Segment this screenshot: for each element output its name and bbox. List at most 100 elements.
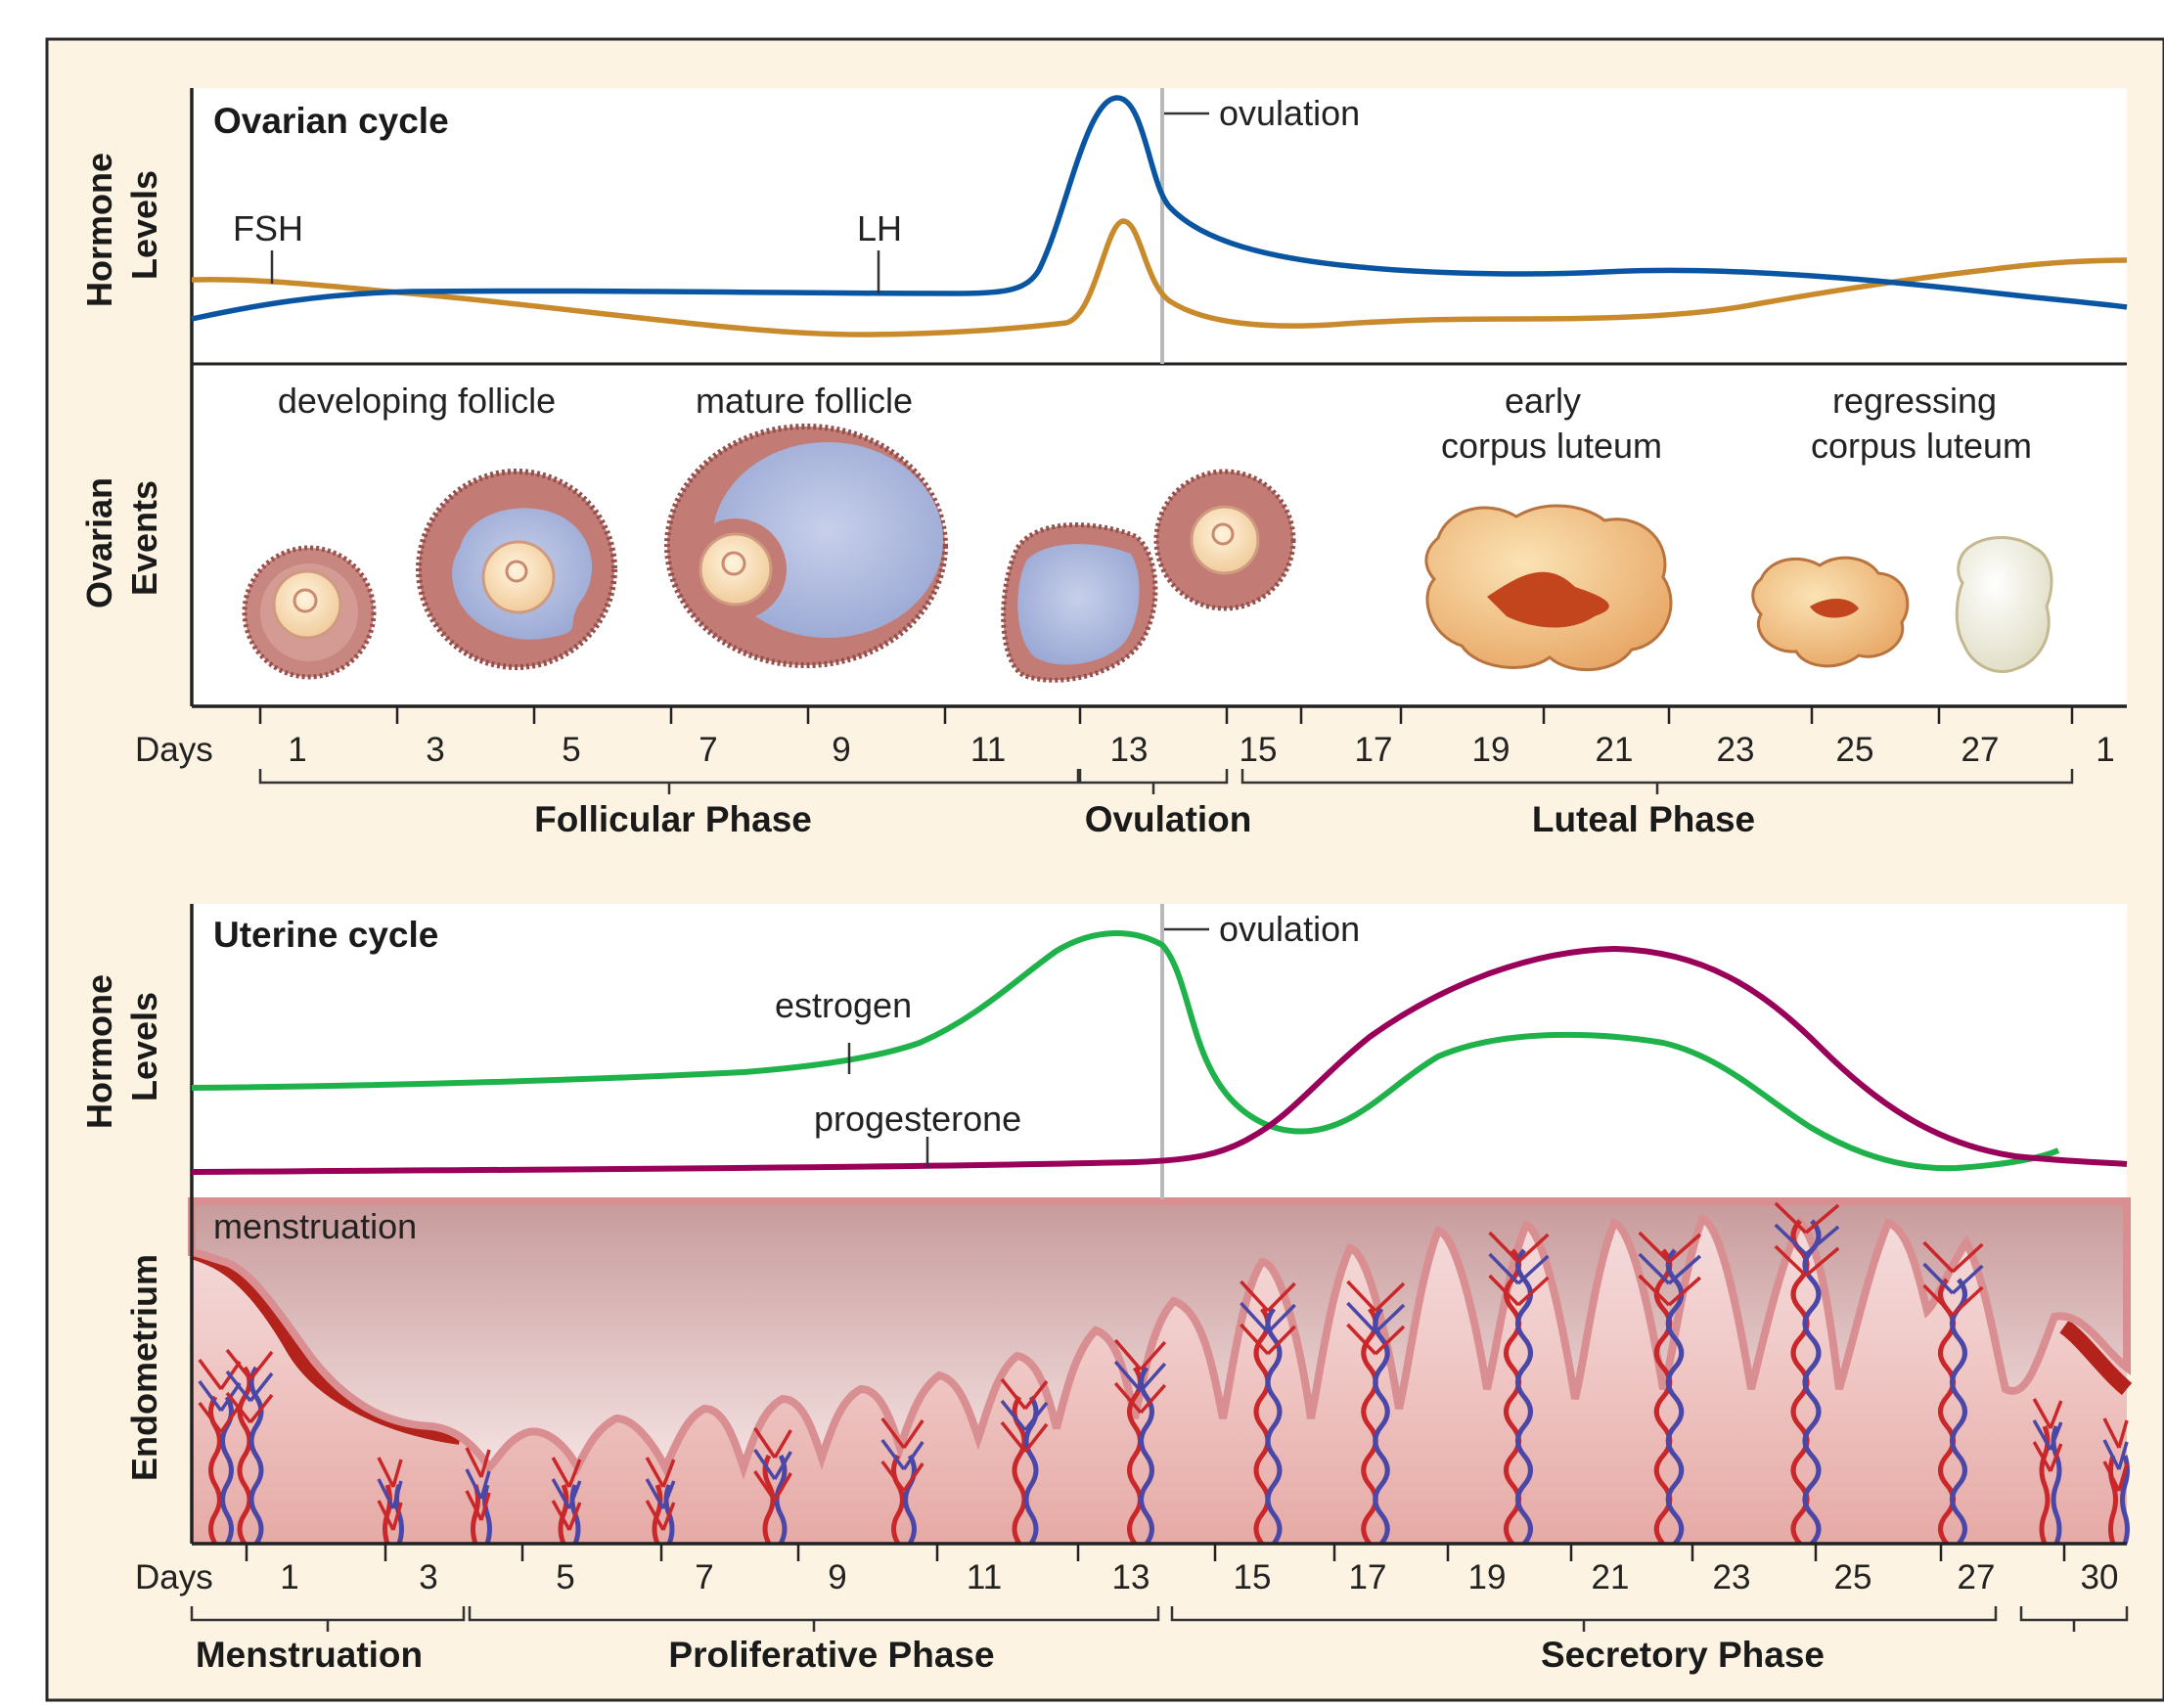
vein-12	[1515, 1248, 1533, 1546]
lh-curve	[191, 95, 2128, 322]
vessel-branch-8-1	[1000, 1399, 1049, 1432]
uterine-day-label-4: 9	[828, 1558, 846, 1596]
vessel-branch-4-1	[551, 1478, 582, 1509]
vessel-branch-10-0	[1240, 1280, 1296, 1313]
ovarian-day-label-2: 5	[562, 731, 580, 769]
vessel-branch-3-1	[465, 1468, 491, 1500]
vessel-branch-8-0	[1000, 1377, 1049, 1411]
developing-follicle-label: developing follicle	[278, 381, 556, 421]
uterine-day-label-8: 17	[1349, 1558, 1387, 1596]
ovarian-day-label-6: 13	[1110, 731, 1149, 769]
progesterone-curve	[191, 945, 2128, 1175]
ovarian-day-label-11: 23	[1717, 731, 1755, 769]
uterine-day-label-5: 11	[967, 1558, 1002, 1596]
estrogen-label: estrogen	[775, 985, 912, 1025]
vessel-branch-2-0	[377, 1457, 403, 1488]
uterine-hormone-plot-area	[192, 904, 2127, 1199]
ovarian-day-label-12: 25	[1836, 731, 1874, 769]
vessel-branch-9-1	[1113, 1360, 1167, 1393]
artery-8	[1012, 1395, 1027, 1546]
vessel-branch-14-1	[1774, 1223, 1840, 1256]
vessel-branch-1-0	[225, 1348, 274, 1381]
vessel-branch-15-0	[1922, 1240, 1984, 1274]
vessel-branch-12-0	[1488, 1231, 1550, 1264]
menstruation-bracket	[190, 1606, 466, 1632]
next-menstruation-bracket	[2019, 1606, 2129, 1632]
vessel-branch-9-2	[1113, 1381, 1167, 1415]
regressing-corpus-luteum-label: regressing corpus luteum	[1811, 381, 2032, 466]
vessel-branch-6-0	[753, 1427, 792, 1459]
uterine-day-label-7: 15	[1234, 1558, 1272, 1596]
ovarian-cycle-panel: Ovarian cycle Hormone Levels Ovarian Eve…	[79, 88, 2128, 839]
vein-11	[1373, 1307, 1390, 1546]
vessel-branch-8-2	[1000, 1420, 1049, 1454]
uterine-cycle-title: Uterine cycle	[213, 915, 438, 955]
vessel-branch-15-2	[1922, 1283, 1984, 1317]
uterine-day-label-2: 5	[556, 1558, 574, 1596]
ovarian-day-label-14: 1	[2096, 731, 2114, 769]
ovarian-day-label-3: 7	[699, 731, 717, 769]
mature-follicle	[664, 424, 948, 668]
uterine-day-label-9: 19	[1468, 1558, 1507, 1596]
ruptured-follicle	[1001, 469, 1296, 683]
ovarian-day-label-9: 19	[1472, 731, 1510, 769]
menstruation-label: menstruation	[213, 1206, 417, 1246]
vessel-branch-12-1	[1488, 1252, 1550, 1285]
vessel-branch-12-2	[1488, 1274, 1550, 1307]
follicular-phase-label: Follicular Phase	[534, 799, 812, 839]
progesterone-label: progesterone	[814, 1099, 1021, 1139]
vessel-branch-17-2	[2102, 1461, 2129, 1492]
early-corpus-luteum	[1424, 504, 1673, 672]
ovarian-day-ticks: 1 3 5 7 9 11 13 15 17 19 21 23 25 27 1	[258, 706, 2115, 769]
vein-7	[903, 1454, 917, 1546]
uterine-day-label-0: 1	[280, 1558, 298, 1596]
uterine-days-label: Days	[135, 1558, 213, 1596]
artery-1	[237, 1366, 252, 1546]
vein-14	[1802, 1219, 1822, 1546]
vein-8	[1023, 1395, 1039, 1546]
developing-follicle-small	[242, 545, 377, 680]
uterine-phase-brackets	[190, 1606, 2129, 1632]
uterine-day-label-1: 3	[419, 1558, 437, 1596]
vessel-branch-5-2	[645, 1500, 676, 1531]
developing-follicle-large	[416, 469, 617, 670]
vessel-branch-13-2	[1638, 1274, 1701, 1307]
vessel-branch-2-2	[377, 1500, 403, 1531]
spiral-arteries	[198, 1201, 2130, 1546]
vessel-branch-11-0	[1346, 1280, 1406, 1313]
ovarian-day-label-4: 9	[832, 731, 850, 769]
regressing-corpus-luteum	[1751, 556, 1910, 668]
uterine-day-label-12: 25	[1834, 1558, 1872, 1596]
vein-3	[482, 1484, 492, 1545]
vessel-branch-2-1	[377, 1478, 403, 1509]
ovarian-days-label: Days	[135, 731, 213, 769]
ovarian-cycle-title: Ovarian cycle	[213, 101, 449, 141]
vessel-branch-5-1	[645, 1478, 676, 1509]
vessel-branch-17-0	[2102, 1417, 2129, 1449]
uterine-hormone-axis-label: Hormone Levels	[79, 965, 164, 1129]
proliferative-bracket	[468, 1606, 1160, 1632]
artery-17	[2108, 1455, 2118, 1545]
follicular-bracket	[258, 769, 1080, 794]
vein-1	[248, 1366, 264, 1546]
vessel-branch-13-0	[1638, 1231, 1701, 1264]
artery-4	[558, 1484, 569, 1545]
vessel-branch-7-2	[880, 1460, 924, 1493]
vessel-branch-15-1	[1922, 1262, 1984, 1295]
vessel-branch-0-2	[198, 1401, 242, 1434]
vessel-branch-11-2	[1346, 1323, 1406, 1356]
vessel-branch-14-0	[1774, 1201, 1840, 1235]
vessel-branch-7-1	[880, 1438, 924, 1471]
endometrium-illustration	[192, 1201, 2133, 1546]
ovarian-day-label-0: 1	[288, 731, 306, 769]
corpus-albicans	[1955, 536, 2053, 673]
mature-follicle-label: mature follicle	[696, 381, 913, 421]
uterine-day-label-13: 27	[1958, 1558, 1996, 1596]
fsh-curve	[191, 218, 2128, 337]
shedding-layer-right	[2059, 1320, 2133, 1396]
vein-16	[2051, 1425, 2062, 1545]
artery-2	[383, 1484, 392, 1545]
uterine-day-label-10: 21	[1592, 1558, 1630, 1596]
